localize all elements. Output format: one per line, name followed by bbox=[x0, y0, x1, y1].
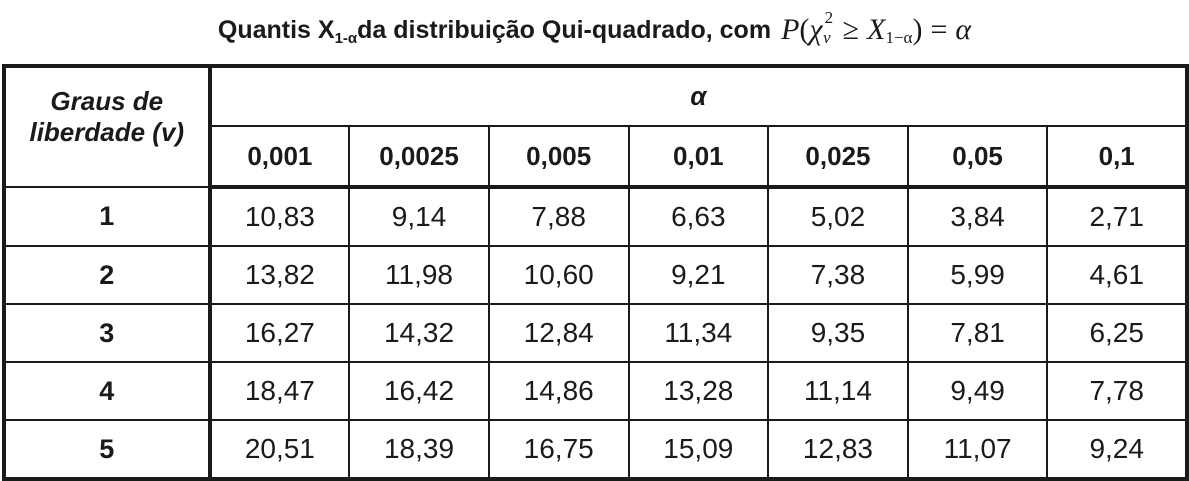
quantile-cell: 5,02 bbox=[767, 186, 909, 247]
table-row: 3 16,27 14,32 12,84 11,34 9,35 7,81 6,25 bbox=[3, 303, 1188, 363]
quantile-cell: 9,49 bbox=[906, 361, 1049, 421]
quantile-cell: 15,09 bbox=[627, 419, 770, 480]
quantile-cell: 10,60 bbox=[487, 245, 630, 305]
quantile-cell: 11,34 bbox=[627, 303, 770, 363]
degrees-of-freedom-cell: 3 bbox=[3, 303, 212, 363]
quantile-cell: 6,25 bbox=[1046, 303, 1188, 363]
formula-alpha: α bbox=[955, 13, 972, 46]
quantile-cell: 7,81 bbox=[906, 303, 1049, 363]
alpha-values-row: 0,001 0,0025 0,005 0,01 0,025 0,05 0,1 bbox=[4, 125, 1188, 189]
degrees-of-freedom-cell: 1 bbox=[3, 186, 212, 247]
quantile-cell: 4,61 bbox=[1046, 245, 1188, 305]
quantile-cell: 10,83 bbox=[208, 186, 351, 247]
formula-chi-sup: 2 bbox=[824, 8, 834, 27]
alpha-value-header: 0,005 bbox=[487, 125, 630, 189]
degrees-of-freedom-cell: 5 bbox=[3, 419, 212, 480]
alpha-value-header: 0,001 bbox=[208, 125, 351, 189]
quantile-cell: 9,24 bbox=[1046, 419, 1188, 480]
title-formula: P(χ 2 v ≥ X 1−α) = α bbox=[781, 8, 972, 47]
degrees-of-freedom-cell: 4 bbox=[3, 361, 212, 421]
formula-eq: = bbox=[930, 13, 948, 46]
quantile-cell: 11,07 bbox=[906, 419, 1049, 480]
quantile-cell: 13,28 bbox=[627, 361, 770, 421]
quantile-cell: 13,82 bbox=[208, 245, 351, 305]
alpha-value-header: 0,025 bbox=[767, 125, 909, 189]
title-suffix: da distribuição Qui-quadrado, com bbox=[357, 15, 772, 44]
quantile-cell: 9,21 bbox=[627, 245, 770, 305]
table-row: 1 10,83 9,14 7,88 6,63 5,02 3,84 2,71 bbox=[3, 186, 1188, 247]
table-body: 1 10,83 9,14 7,88 6,63 5,02 3,84 2,71 2 13,82 11,9… bbox=[3, 186, 1188, 480]
formula-close-paren: ) bbox=[912, 13, 923, 46]
quantile-cell: 18,47 bbox=[208, 361, 351, 421]
quantile-cell: 14,32 bbox=[348, 303, 490, 363]
title-subscript: 1-α bbox=[334, 29, 358, 47]
formula-chi: χ bbox=[809, 13, 823, 46]
quantile-cell: 7,38 bbox=[767, 245, 909, 305]
quantile-cell: 16,75 bbox=[487, 419, 630, 480]
quantile-cell: 5,99 bbox=[906, 245, 1049, 305]
quantile-cell: 12,83 bbox=[767, 419, 909, 480]
alpha-header: α bbox=[208, 65, 1189, 127]
quantile-cell: 6,63 bbox=[627, 186, 770, 247]
quantile-cell: 7,78 bbox=[1046, 361, 1188, 421]
table-row: 5 20,51 18,39 16,75 15,09 12,83 11,07 9,24 bbox=[3, 419, 1188, 480]
quantile-cell: 16,27 bbox=[208, 303, 351, 363]
quantile-cell: 18,39 bbox=[348, 419, 490, 480]
table-row: 2 13,82 11,98 10,60 9,21 7,38 5,99 4,61 bbox=[3, 245, 1188, 305]
title-prefix: Quantis X bbox=[217, 15, 335, 44]
formula-x-sub: 1−α bbox=[885, 28, 913, 47]
quantile-cell: 9,35 bbox=[767, 303, 909, 363]
alpha-value-header: 0,01 bbox=[627, 125, 770, 189]
quantile-cell: 7,88 bbox=[487, 186, 630, 247]
formula-chi-sub: v bbox=[823, 28, 831, 47]
table-row: 4 18,47 16,42 14,86 13,28 11,14 9,49 7,78 bbox=[3, 361, 1188, 421]
alpha-value-header: 0,1 bbox=[1046, 125, 1188, 189]
formula-open-paren: ( bbox=[799, 13, 810, 46]
degrees-of-freedom-header: Graus de liberdade (v) bbox=[3, 65, 212, 188]
page-title: Quantis X 1-α da distribuição Qui-quadrad… bbox=[0, 0, 1189, 60]
alpha-value-header: 0,0025 bbox=[348, 125, 490, 189]
alpha-value-header: 0,05 bbox=[906, 125, 1049, 189]
degrees-of-freedom-cell: 2 bbox=[3, 245, 212, 305]
quantile-cell: 11,98 bbox=[348, 245, 490, 305]
quantile-cell: 9,14 bbox=[348, 186, 490, 247]
formula-x: X bbox=[867, 13, 886, 46]
formula-geq: ≥ bbox=[842, 13, 860, 46]
formula-p: P bbox=[781, 13, 800, 46]
quantile-cell: 20,51 bbox=[208, 419, 351, 480]
quantile-cell: 16,42 bbox=[348, 361, 490, 421]
quantile-cell: 12,84 bbox=[487, 303, 630, 363]
quantile-cell: 11,14 bbox=[767, 361, 909, 421]
chi-square-table: Graus de liberdade (v) α 0,001 0,0025 0,00… bbox=[2, 64, 1189, 481]
quantile-cell: 3,84 bbox=[906, 186, 1049, 247]
quantile-cell: 14,86 bbox=[487, 361, 630, 421]
quantile-cell: 2,71 bbox=[1046, 186, 1188, 247]
